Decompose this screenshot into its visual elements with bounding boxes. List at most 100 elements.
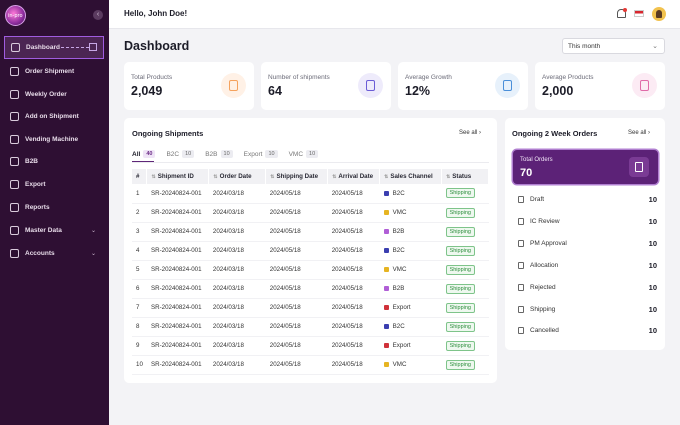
shipment-id: SR-20240824-001 [146,336,209,356]
row-number: 7 [132,298,147,318]
sidebar-item-dashboard[interactable]: Dashboard [4,36,104,59]
table-row[interactable]: 3 SR-20240824-001 2024/03/18 2024/05/18 2024… [132,222,489,242]
stat-label: Number of shipments [268,74,330,81]
status-badge: Shipping [445,245,475,256]
column-header-order-date[interactable]: ⇅ Order Date [208,169,267,184]
row-number: 2 [132,203,147,223]
row-number: 3 [132,222,147,242]
tab-count-badge: 10 [306,150,319,158]
tab-count-badge: 10 [182,150,195,158]
table-row[interactable]: 10 SR-20240824-001 2024/03/18 2024/05/18 202… [132,355,489,375]
tab-b2c[interactable]: B2C 10 [166,149,195,159]
shipments-see-all-link[interactable]: See all › [459,130,481,136]
table-row[interactable]: 2 SR-20240824-001 2024/03/18 2024/05/18 2024… [132,203,489,223]
column-header-shipment-id[interactable]: ⇅ Shipment ID [146,169,210,184]
order-status-pm-approval[interactable]: PM Approval 10 [517,238,657,250]
channel-dot [383,361,389,367]
order-date: 2024/03/18 [208,336,266,356]
table-row[interactable]: 8 SR-20240824-001 2024/03/18 2024/05/18 2024… [132,317,489,337]
avatar[interactable] [652,7,666,21]
order-status-ic-review[interactable]: IC Review 10 [517,216,657,228]
column-header-[interactable]: # [132,169,148,184]
stat-card-number-of-shipments: Number of shipments 64 [261,62,391,110]
orders-see-all-link[interactable]: See all › [628,130,650,136]
period-select[interactable]: This month ⌄ [562,38,665,54]
arrival-date: 2024/05/18 [327,184,380,204]
sidebar-item-b2b[interactable]: B2B [4,151,104,172]
status-cell: Shipping [441,184,489,204]
table-row[interactable]: 5 SR-20240824-001 2024/03/18 2024/05/18 2024… [132,260,489,280]
document-icon [366,80,375,91]
status-cell: Shipping [441,279,489,299]
column-header-status[interactable]: ⇅ Status [441,169,489,184]
language-flag-icon[interactable] [634,10,644,17]
arrival-date: 2024/05/18 [327,355,380,375]
document-icon [518,306,524,313]
sidebar-item-weekly-order[interactable]: Weekly Order [4,84,104,105]
channel-label: B2B [392,228,405,235]
sidebar-item-export[interactable]: Export [4,174,104,195]
column-header-shipping-date[interactable]: ⇅ Shipping Date [265,169,329,184]
table-row[interactable]: 4 SR-20240824-001 2024/03/18 2024/05/18 2024… [132,241,489,261]
shipment-id: SR-20240824-001 [146,203,209,223]
tab-export[interactable]: Export 10 [244,149,278,159]
table-row[interactable]: 9 SR-20240824-001 2024/03/18 2024/05/18 2024… [132,336,489,356]
row-number: 6 [132,279,147,299]
shipment-id: SR-20240824-001 [146,298,209,318]
logo-text: in-pro [8,13,23,19]
sidebar-item-label: Weekly Order [25,91,67,98]
total-orders-box[interactable]: Total Orders 70 [513,150,658,184]
home-icon [11,43,20,52]
see-all-label: See all [459,130,478,136]
status-badge: Shipping [445,340,475,351]
order-status-draft[interactable]: Draft 10 [517,194,657,206]
sidebar-item-add-on-shipment[interactable]: Add on Shipment [4,106,104,127]
tab-label: B2B [205,150,218,158]
status-badge: Shipping [445,226,475,237]
order-status-rejected[interactable]: Rejected 10 [517,282,657,294]
calendar-icon [10,90,19,99]
sidebar-item-reports[interactable]: Reports [4,197,104,218]
sidebar-item-order-shipment[interactable]: Order Shipment [4,61,104,82]
column-header-sales-channel[interactable]: ⇅ Sales Channel [379,169,443,184]
arrival-date: 2024/05/18 [327,279,380,299]
sales-channel: B2B [379,222,442,242]
sidebar-item-accounts[interactable]: Accounts ⌄ [4,243,104,264]
tab-vmc[interactable]: VMC 10 [289,149,319,159]
channel-dot [383,209,389,215]
bell-icon[interactable] [617,9,626,18]
sidebar-item-label: Dashboard [26,44,60,51]
tab-b2b[interactable]: B2B 10 [205,149,233,159]
stat-card-total-products: Total Products 2,049 [124,62,254,110]
chevron-left-icon[interactable]: ‹ [93,10,103,20]
sidebar-item-label: Reports [25,204,50,211]
stat-icon-circle [221,73,246,98]
column-header-arrival-date[interactable]: ⇅ Arrival Date [327,169,381,184]
page-title: Dashboard [124,39,190,53]
document-icon [629,157,649,177]
order-status-count: 10 [648,261,657,270]
sort-icon: ⇅ [446,174,451,180]
sidebar-item-master-data[interactable]: Master Data ⌄ [4,220,104,241]
channel-label: VMC [392,266,407,273]
sidebar-item-vending-machine[interactable]: Vending Machine [4,129,104,150]
arrival-date: 2024/05/18 [327,241,380,261]
order-status-shipping[interactable]: Shipping 10 [517,304,657,316]
table-row[interactable]: 6 SR-20240824-001 2024/03/18 2024/05/18 2024… [132,279,489,299]
report-icon [10,203,19,212]
app-logo[interactable]: in-pro [5,5,26,26]
order-status-cancelled[interactable]: Cancelled 10 [517,325,657,337]
order-date: 2024/03/18 [208,222,266,242]
sort-icon: ⇅ [270,174,275,180]
tab-all[interactable]: All 40 [132,149,156,159]
order-status-allocation[interactable]: Allocation 10 [517,260,657,272]
tab-label: B2C [166,150,180,158]
tab-label: All [132,150,141,158]
order-date: 2024/03/18 [208,184,266,204]
stat-label: Average Products [542,74,594,81]
order-icon [10,67,19,76]
sales-channel: VMC [379,203,442,223]
table-row[interactable]: 7 SR-20240824-001 2024/03/18 2024/05/18 2024… [132,298,489,318]
order-date: 2024/03/18 [208,298,266,318]
table-row[interactable]: 1 SR-20240824-001 2024/03/18 2024/05/18 2024… [132,184,489,204]
